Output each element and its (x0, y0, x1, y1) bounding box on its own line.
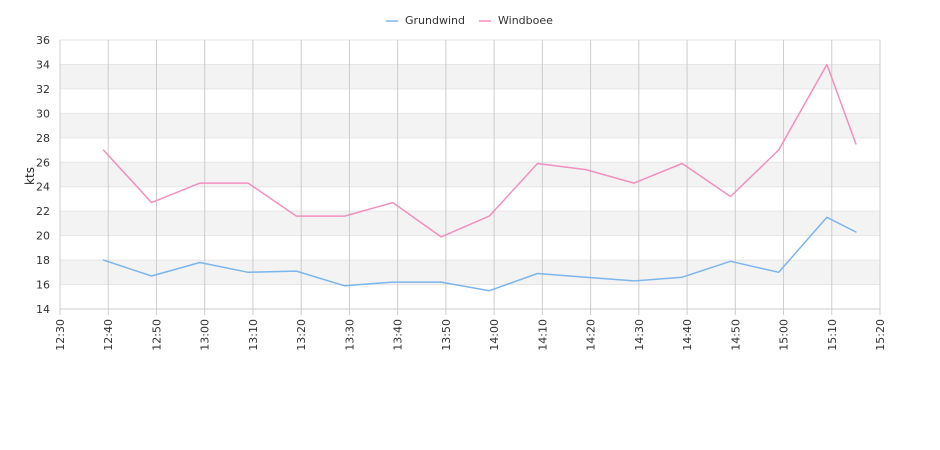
plot-band (60, 260, 880, 285)
x-tick-label: 12:40 (102, 319, 115, 351)
series-line-windboee (102, 63, 857, 238)
plot-band (60, 113, 880, 138)
y-tick-label: 26 (36, 156, 50, 169)
axes-group: 14 16 18 20 22 24 26 28 30 32 34 36 12:30 12:40 12:50 1… (36, 34, 887, 351)
x-tick-label: 14:20 (585, 319, 598, 351)
x-tick-label: 15:20 (874, 319, 887, 351)
x-tick-label: 14:00 (488, 319, 501, 351)
y-tick-label: 34 (36, 58, 50, 71)
y-tick-label: 18 (36, 254, 50, 267)
x-tick-label: 13:40 (392, 319, 405, 351)
x-tick-label: 12:30 (54, 319, 67, 351)
x-tick-label: 13:00 (199, 319, 212, 351)
y-tick-label: 14 (36, 303, 50, 316)
y-tick-label: 32 (36, 83, 50, 96)
plot-band (60, 162, 880, 187)
y-tick-label: 22 (36, 205, 50, 218)
x-tick-label: 13:30 (343, 319, 356, 351)
x-tick-label: 15:10 (826, 319, 839, 351)
legend-label-windboee: Windboee (498, 14, 553, 27)
x-tick-label: 13:10 (247, 319, 260, 351)
plot-band-group (60, 64, 880, 285)
x-tick-label: 13:50 (440, 319, 453, 351)
y-tick-label: 16 (36, 279, 50, 292)
plot-band (60, 211, 880, 236)
y-axis-title: kts (23, 167, 37, 185)
plot-band (60, 64, 880, 89)
legend: Grundwind Windboee (386, 14, 553, 27)
x-tick-label: 14:50 (729, 319, 742, 351)
y-tick-label: 30 (36, 107, 50, 120)
y-tick-label: 36 (36, 34, 50, 47)
x-tick-label: 13:20 (295, 319, 308, 351)
series-lines-group (102, 63, 857, 292)
legend-label-grundwind: Grundwind (405, 14, 465, 27)
x-tick-label: 14:10 (536, 319, 549, 351)
vertical-grid-group (59, 39, 881, 310)
y-tick-label: 24 (36, 181, 50, 194)
x-tick-label: 12:50 (150, 319, 163, 351)
y-tick-label: 20 (36, 230, 50, 243)
x-tick-label: 14:30 (633, 319, 646, 351)
x-tick-label: 15:00 (778, 319, 791, 351)
series-line-grundwind (102, 216, 857, 292)
x-tick-label: 14:40 (681, 319, 694, 351)
y-tick-label: 28 (36, 132, 50, 145)
